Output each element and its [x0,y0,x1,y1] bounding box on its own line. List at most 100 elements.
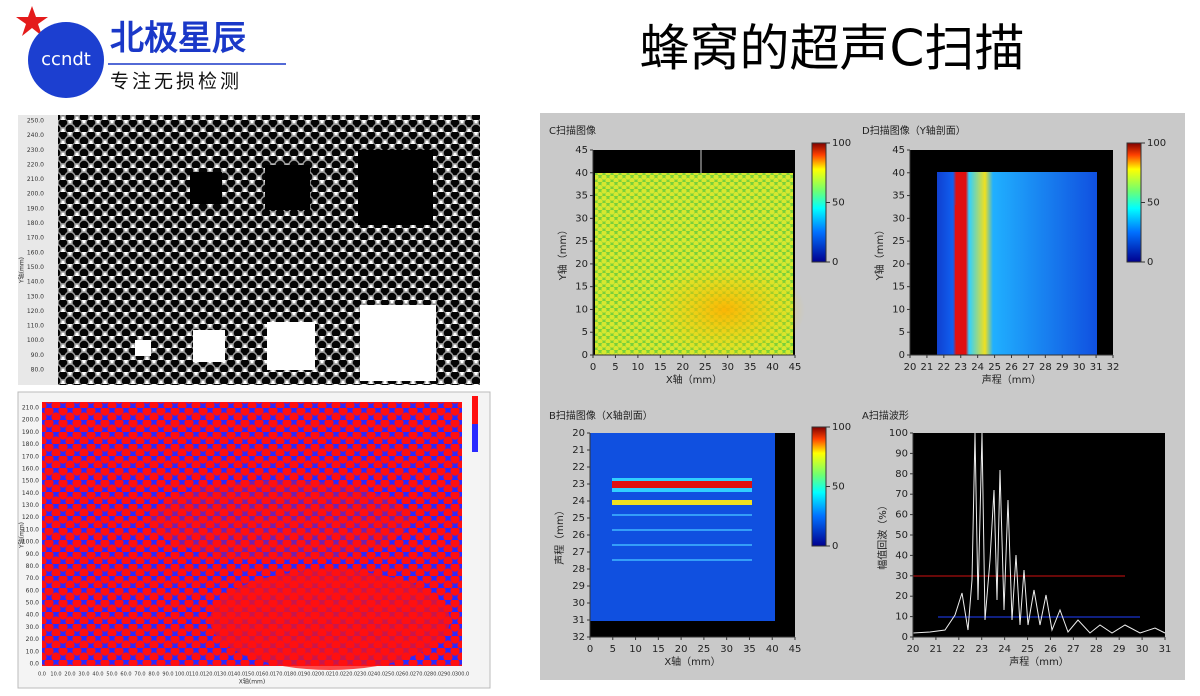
y-tick-label: 5 [899,327,905,338]
x-tick-label: 120.0 [203,672,217,678]
axis-label: X轴(mm) [239,678,265,686]
y-tick-label: 40 [895,550,908,561]
x-tick-label: 35 [744,362,757,373]
x-tick-label: 90.0 [162,672,173,678]
y-axis-label: 幅值回波（%） [876,500,889,570]
x-tick-label: 270.0 [413,672,427,678]
x-tick-label: 25 [1021,644,1034,655]
panel-title: C扫描图像 [549,124,596,137]
y-tick-label: 40 [892,168,905,179]
y-tick-label: 120.0 [22,514,39,521]
b-scan-echo [612,500,752,505]
y-tick-label: 23 [572,479,585,490]
y-tick-label: 180.0 [27,220,44,227]
panel-title: D扫描图像（Y轴剖面） [862,124,966,137]
panel-title: A扫描波形 [862,409,909,422]
y-tick-label: 30.0 [26,624,40,631]
x-tick-label: 10.0 [50,672,61,678]
y-tick-label: 230.0 [27,147,44,154]
b-scan [590,433,775,621]
colorbar [1126,142,1142,263]
logo-slogan: 专注无损检测 [110,71,242,93]
colorbar-tick-label: 0 [832,257,838,268]
x-tick-label: 180.0 [287,672,301,678]
y-tick-label: 30 [892,213,905,224]
y-tick-label: 60.0 [26,587,40,594]
a-scan-wave [912,432,1166,634]
x-tick-label: 10 [632,362,645,373]
x-tick-label: 35 [743,644,756,655]
y-tick-label: 60 [895,510,908,521]
x-tick-label: 100.0 [175,672,189,678]
y-tick-label: 22 [572,462,585,473]
y-tick-label: 25 [572,513,585,524]
colorbar-tick-label: 100 [832,138,851,149]
y-tick-label: 50 [895,530,908,541]
x-tick-label: 21 [930,644,943,655]
x-tick-label: 31 [1159,644,1172,655]
x-tick-label: 27 [1022,362,1035,373]
y-tick-label: 70.0 [26,575,40,582]
y-tick-label: 10 [892,304,905,315]
colorbar [811,426,827,547]
y-tick-label: 10.0 [26,648,40,655]
y-tick-label: 160.0 [27,249,44,256]
x-axis-label: 声程（mm） [982,373,1041,386]
y-tick-label: 0.0 [29,661,39,668]
x-tick-label: 15 [654,362,667,373]
photo-axis [18,115,58,385]
y-tick-label: 100.0 [22,539,39,546]
x-tick-label: 0.0 [38,672,46,678]
y-tick-label: 21 [572,445,585,456]
x-tick-label: 40 [766,644,779,655]
y-tick-label: 15 [892,282,905,293]
x-tick-label: 27 [1067,644,1080,655]
b-scan-echo [612,481,752,488]
y-tick-label: 80.0 [31,367,45,374]
x-tick-label: 70.0 [134,672,145,678]
x-tick-label: 30 [1073,362,1086,373]
y-tick-label: 10 [575,304,588,315]
y-tick-label: 27 [572,547,585,558]
x-tick-label: 150.0 [245,672,259,678]
b-scan-stripes [612,514,752,561]
x-axis-label: X轴（mm） [666,373,722,386]
hot-region [210,570,450,670]
x-tick-label: 25 [699,362,712,373]
y-tick-label: 24 [572,496,585,507]
y-tick-label: 80 [895,469,908,480]
y-tick-label: 0 [899,350,905,361]
y-tick-label: 30 [895,571,908,582]
x-tick-label: 170.0 [273,672,287,678]
y-tick-label: 15 [575,282,588,293]
x-tick-label: 60.0 [120,672,131,678]
y-tick-label: 210.0 [27,176,44,183]
x-tick-label: 50.0 [106,672,117,678]
x-axis-label: 声程（mm） [1009,655,1068,668]
delamination-white [135,305,436,381]
x-tick-label: 210.0 [329,672,343,678]
y-tick-label: 150.0 [27,264,44,271]
x-tick-label: 5 [610,644,616,655]
x-tick-label: 25 [698,644,711,655]
y-tick-label: 90.0 [26,551,40,558]
x-tick-label: 24 [971,362,984,373]
x-tick-label: 26 [1044,644,1057,655]
y-tick-label: 130.0 [22,502,39,509]
x-tick-label: 30 [721,362,734,373]
x-tick-label: 20 [904,362,917,373]
y-tick-label: 140.0 [22,490,39,497]
colorbar-tick-label: 0 [832,541,838,552]
x-tick-label: 21 [921,362,934,373]
x-tick-label: 280.0 [427,672,441,678]
x-tick-label: 30.0 [78,672,89,678]
panel-title: B扫描图像（X轴剖面） [549,409,653,422]
y-tick-label: 30 [575,213,588,224]
delamination-black [190,150,433,225]
y-tick-label: 29 [572,581,585,592]
y-tick-label: 0 [582,350,588,361]
x-tick-label: 0 [590,362,596,373]
y-tick-label: 20.0 [26,636,40,643]
y-tick-label: 70 [895,489,908,500]
y-tick-label: 40.0 [26,612,40,619]
